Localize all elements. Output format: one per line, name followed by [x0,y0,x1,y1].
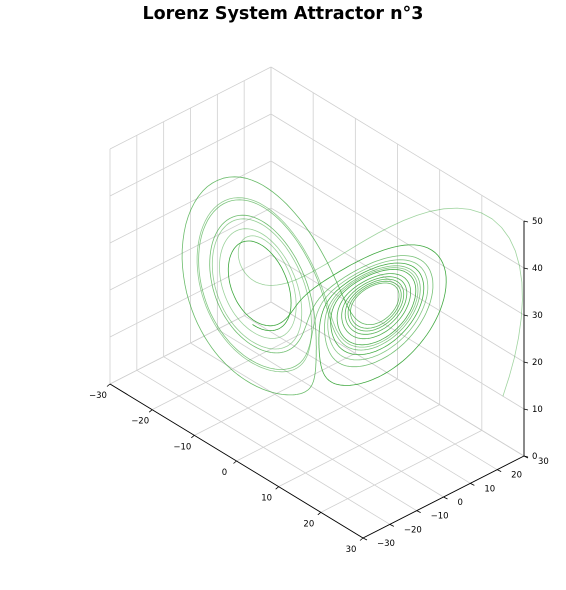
trajectory-segment [299,255,434,368]
trajectory-segment [303,259,429,361]
x-tick [148,409,153,413]
trajectory-segment [211,218,313,368]
trajectory-group [181,176,523,397]
trajectory-segment [330,268,417,356]
z-tick [523,220,529,223]
trajectory-segment [181,176,317,396]
left-wall-grid-z [109,301,272,385]
floor-grid-y [190,342,444,498]
left-wall-grid-z [109,113,272,197]
floor-grid-y [243,315,498,471]
trajectory-segment [327,267,419,359]
trajectory-segment [344,278,405,333]
left-wall-grid-z [109,254,272,338]
trajectory-segment [198,199,342,370]
x-tick-label: −20 [131,417,149,427]
z-tick-label: 0 [532,452,537,462]
y-tick [389,523,395,527]
z-tick [523,267,529,270]
x-tick [317,512,322,516]
floor-grid-y [136,369,391,525]
trajectory-segment [341,276,408,340]
x-tick-label: 20 [303,519,314,529]
x-tick-label: 30 [346,545,357,555]
y-tick-label: −30 [377,539,395,549]
trajectory-segment [336,273,412,346]
trajectory-segment [251,179,400,326]
tick-labels: −30−20−100102030−30−20−10010203001020304… [89,217,549,555]
z-tick-label: 20 [532,358,543,368]
trajectory-segment [318,262,425,379]
z-tick [523,314,529,317]
y-tick-label: −10 [431,512,449,522]
y-tick [496,469,502,473]
x-tick-label: 10 [261,494,272,504]
trajectory-segment [227,240,292,332]
z-tick-label: 50 [532,217,543,227]
y-tick [470,482,475,486]
x-tick [233,460,237,464]
z-tick [523,361,529,364]
chart-title: Lorenz System Attractor n°3 [142,4,424,24]
x-tick [191,435,195,439]
x-tick [106,383,111,387]
left-wall-grid-z [109,66,272,150]
back-wall-grid-z [270,254,525,410]
trajectory-segment [237,207,523,397]
y-tick [362,537,368,541]
y-tick-label: −20 [404,525,422,535]
trajectory-segment [347,280,402,329]
y-tick-label: 20 [511,471,522,481]
trajectory-segment [209,214,317,354]
x-tick-label: −10 [173,442,191,452]
y-tick-label: 0 [458,498,463,508]
z-tick-label: 30 [532,311,543,321]
z-tick-label: 40 [532,264,543,274]
axis-lines [106,220,529,541]
trajectory-segment [219,228,303,350]
floor-grid-y [163,356,417,512]
z-tick [523,455,529,458]
trajectory-segment [273,244,447,386]
y-tick-label: 10 [484,484,495,494]
x-tick [275,486,279,490]
back-wall-grid-z [270,113,525,269]
back-wall-grid-z [270,160,525,316]
y-tick-label: 30 [538,457,549,467]
y-tick [416,510,421,514]
back-wall-grid-z [270,66,525,222]
grid-lines [109,66,525,539]
x-tick-label: 0 [222,468,227,478]
z-tick-label: 10 [532,405,543,415]
x-tick-label: −30 [89,391,107,401]
x-tick [359,537,364,541]
left-wall-grid-z [109,160,272,244]
trajectory-segment [196,197,354,373]
floor-grid-y [217,328,471,484]
y-tick [443,496,448,500]
trajectory-segment [324,265,421,353]
left-wall-grid-z [109,207,272,291]
z-tick [523,408,529,411]
